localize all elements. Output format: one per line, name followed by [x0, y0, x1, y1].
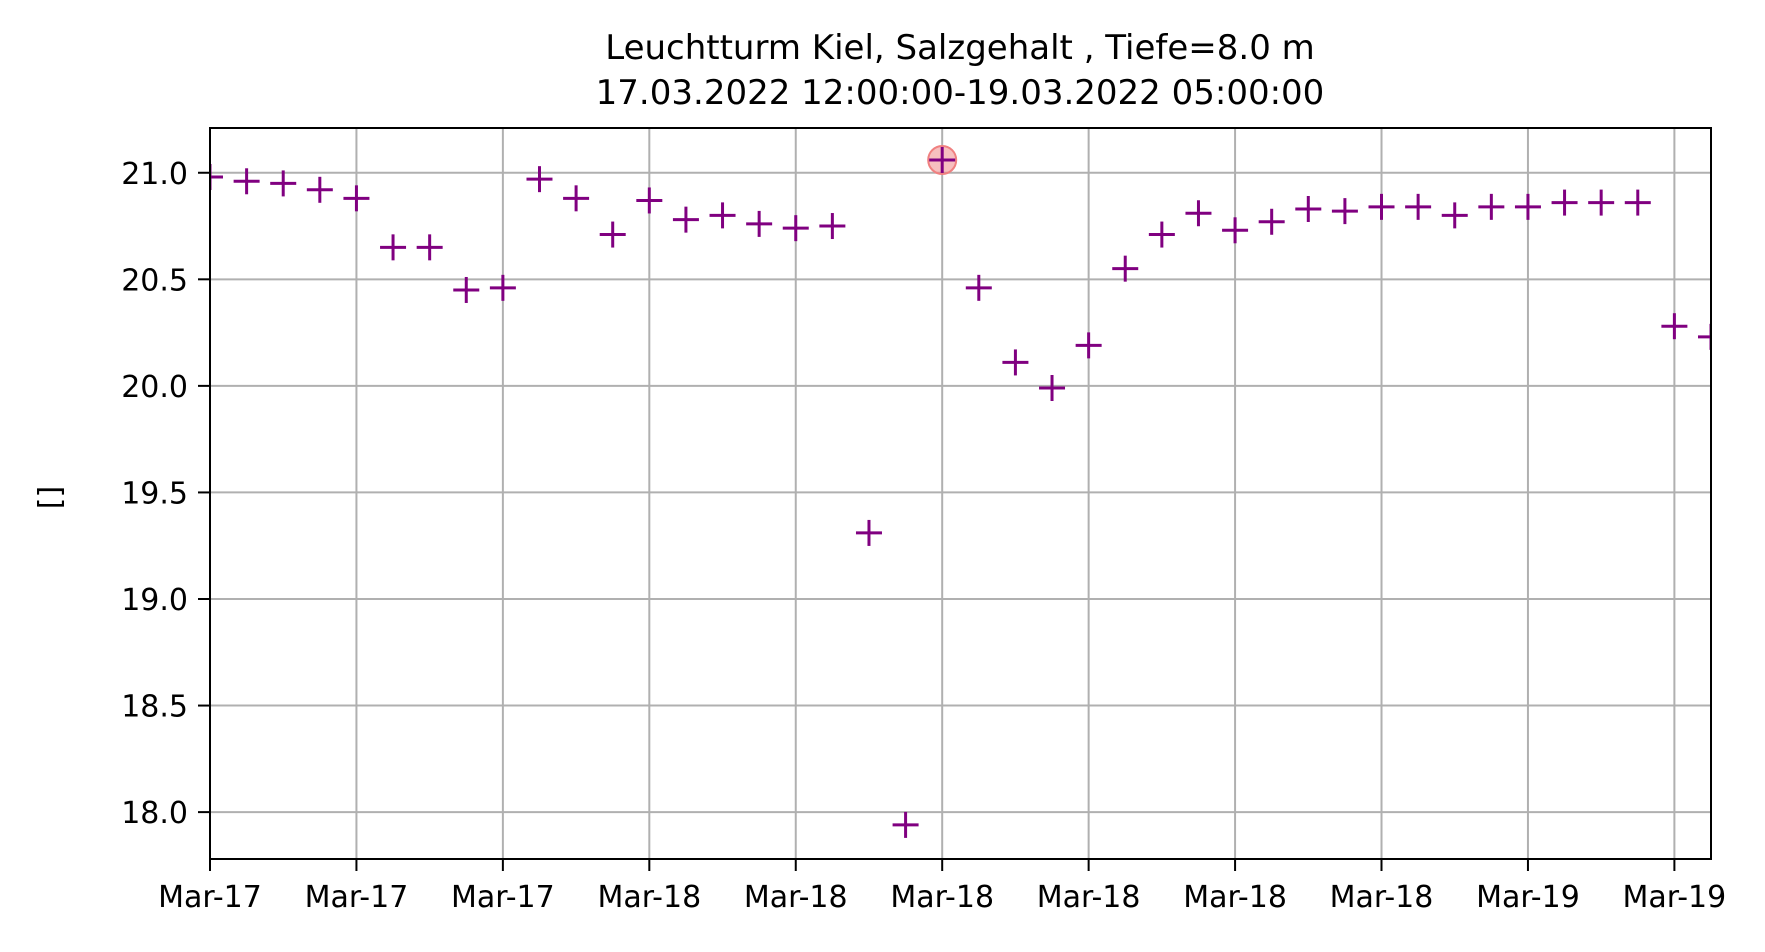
data-point [709, 202, 736, 229]
data-point [1514, 193, 1541, 220]
data-point [672, 206, 699, 233]
data-point [1258, 208, 1285, 235]
data-point [636, 187, 663, 214]
data-point [1698, 323, 1711, 350]
x-tick-label: Mar-19 [1476, 880, 1580, 915]
y-axis-label: [] [33, 486, 68, 509]
data-point [210, 164, 223, 191]
data-point [1039, 375, 1066, 402]
data-point [1185, 200, 1212, 227]
data-point [1441, 202, 1468, 229]
data-point [855, 519, 882, 546]
data-point [1222, 217, 1249, 244]
x-tick-label: Mar-17 [158, 880, 262, 915]
data-point [1368, 193, 1395, 220]
y-tick-label: 20.5 [121, 263, 188, 298]
data-point [819, 213, 846, 240]
data-point [526, 166, 553, 193]
chart-title: Leuchtturm Kiel, Salzgehalt , Tiefe=8.0 … [605, 28, 1315, 68]
y-tick-label: 19.5 [121, 476, 188, 511]
chart-subtitle: 17.03.2022 12:00:00-19.03.2022 05:00:00 [596, 73, 1325, 113]
data-point [1295, 195, 1322, 222]
data-point [1075, 332, 1102, 359]
data-point [1478, 193, 1505, 220]
x-tick-label: Mar-17 [305, 880, 409, 915]
x-tick-label: Mar-18 [597, 880, 701, 915]
data-point [1661, 313, 1688, 340]
data-point [343, 185, 370, 212]
y-tick-label: 20.0 [121, 370, 188, 405]
x-tick-label: Mar-17 [451, 880, 555, 915]
data-point [233, 168, 260, 195]
data-point [380, 234, 407, 261]
x-tick-label: Mar-19 [1623, 880, 1727, 915]
plot-frame [209, 127, 1712, 860]
data-point [1624, 189, 1651, 216]
data-point [563, 185, 590, 212]
data-point [1405, 193, 1432, 220]
data-point [599, 221, 626, 248]
data-point [929, 146, 956, 173]
data-point [416, 234, 443, 261]
data-point [1331, 198, 1358, 225]
data-point [1588, 189, 1615, 216]
data-point [1551, 189, 1578, 216]
data-points [210, 144, 1711, 838]
grid-lines [209, 128, 1711, 859]
data-point [1112, 255, 1139, 282]
data-point [1002, 349, 1029, 376]
y-tick-label: 21.0 [121, 157, 188, 192]
data-point [965, 274, 992, 301]
data-point [1148, 221, 1175, 248]
data-point [453, 276, 480, 303]
x-tick-label: Mar-18 [890, 880, 994, 915]
y-tick-label: 19.0 [121, 583, 188, 618]
data-point [270, 170, 297, 197]
data-point [746, 210, 773, 237]
y-tick-label: 18.5 [121, 690, 188, 725]
data-point [489, 274, 516, 301]
x-tick-label: Mar-18 [1330, 880, 1434, 915]
axes: Mar-17 Mar-17 Mar-17 Mar-18 Mar-18 Mar-18 Mar-… [121, 127, 1727, 915]
data-point [306, 176, 333, 203]
y-tick-label: 18.0 [121, 796, 188, 831]
x-tick-label: Mar-18 [1183, 880, 1287, 915]
data-point [892, 811, 919, 838]
x-tick-label: Mar-18 [1037, 880, 1141, 915]
x-tick-label: Mar-18 [744, 880, 848, 915]
data-point [782, 215, 809, 242]
